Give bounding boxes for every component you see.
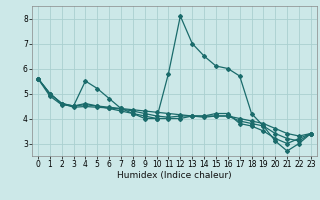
X-axis label: Humidex (Indice chaleur): Humidex (Indice chaleur)	[117, 171, 232, 180]
